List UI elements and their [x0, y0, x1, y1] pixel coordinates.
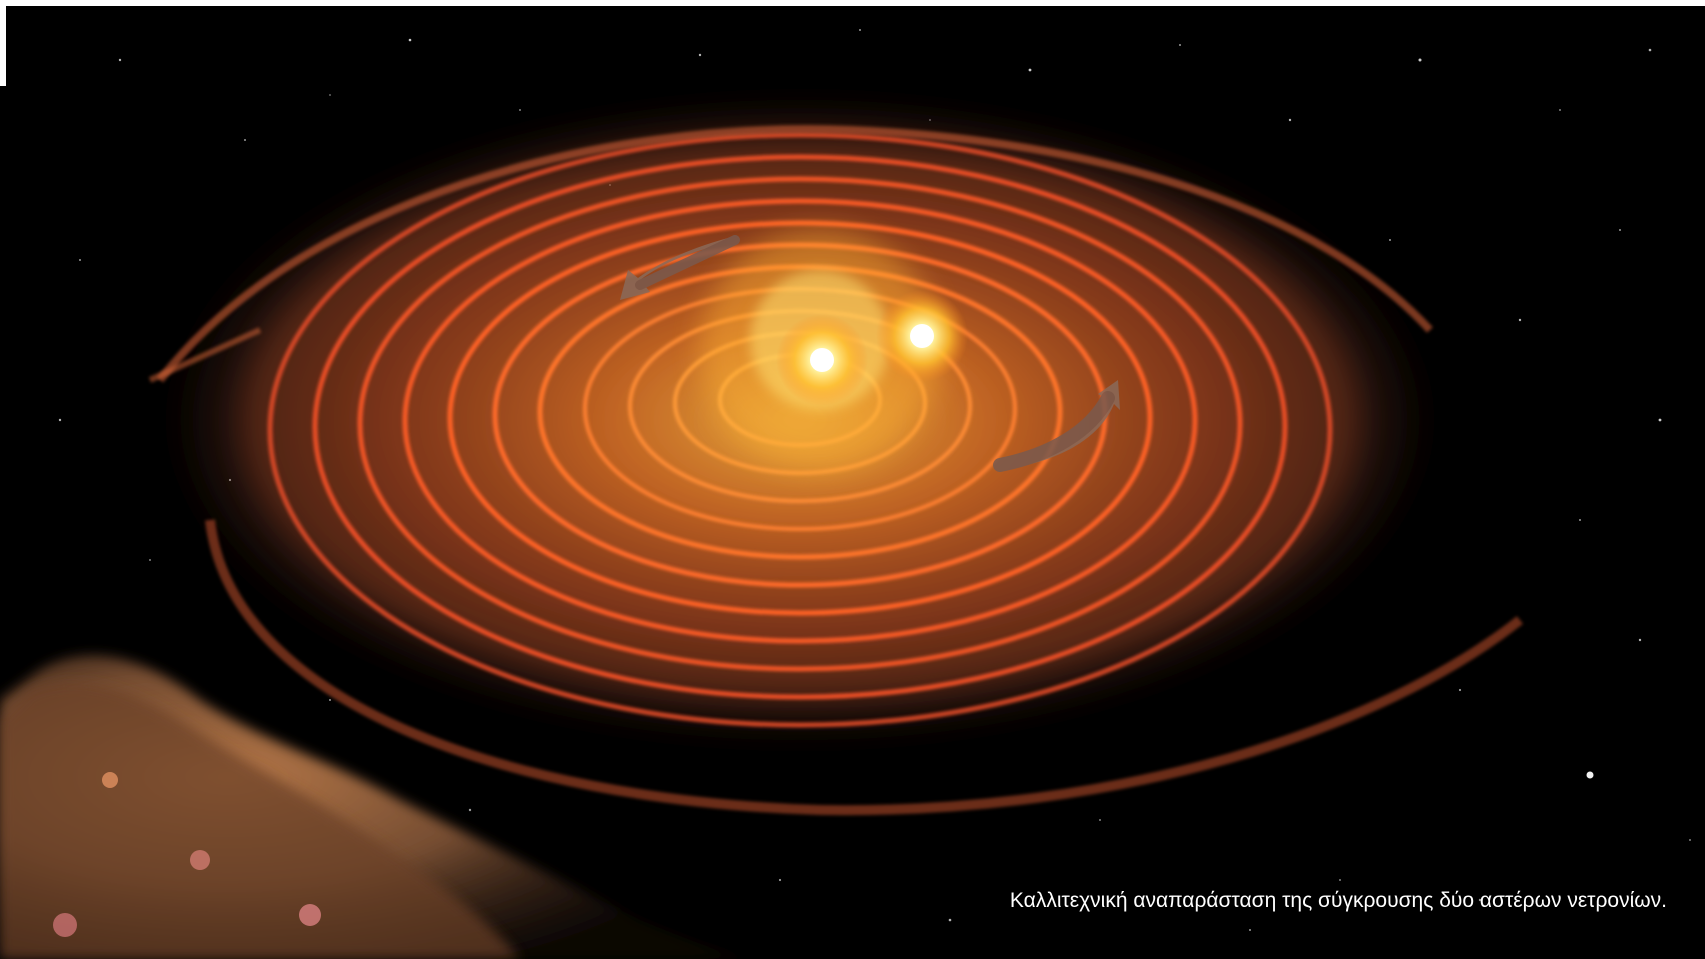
left-border [0, 0, 6, 86]
rotation-arrow-icon [620, 235, 1120, 472]
image-caption: Καλλιτεχνική αναπαράσταση της σύγκρουσης… [1009, 889, 1667, 912]
neutron-star-icon [700, 230, 968, 470]
nebula-cloud-icon [0, 655, 760, 959]
starfield-icon [58, 29, 1691, 931]
top-border [0, 0, 1705, 6]
